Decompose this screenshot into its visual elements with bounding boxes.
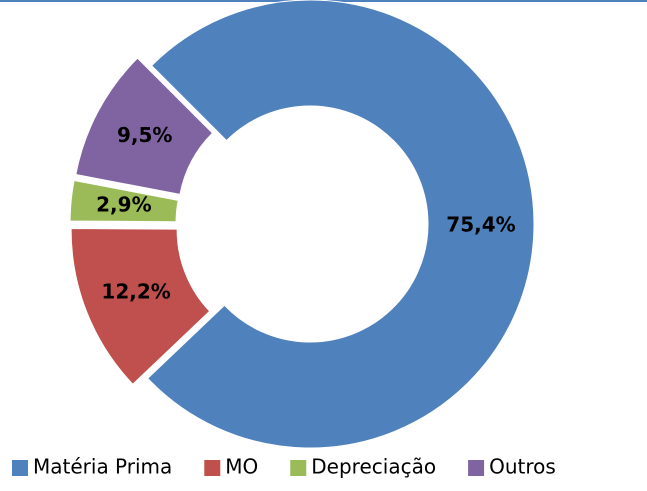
donut-slice	[70, 227, 211, 385]
legend-swatch	[290, 460, 307, 476]
legend-swatch	[468, 460, 485, 476]
data-label: 9,5%	[117, 123, 172, 147]
legend-swatch	[12, 460, 28, 476]
donut-slice	[146, 0, 535, 449]
donut-slice	[75, 57, 214, 195]
legend-label: Matéria Prima	[33, 455, 172, 479]
legend-label: MO	[225, 455, 258, 479]
data-label: 12,2%	[101, 279, 170, 303]
legend-swatch	[204, 460, 221, 476]
data-label: 75,4%	[446, 213, 515, 237]
donut-slice	[69, 179, 179, 223]
data-label: 2,9%	[96, 192, 151, 216]
legend-label: Depreciação	[311, 455, 436, 479]
legend-label: Outros	[489, 455, 556, 479]
